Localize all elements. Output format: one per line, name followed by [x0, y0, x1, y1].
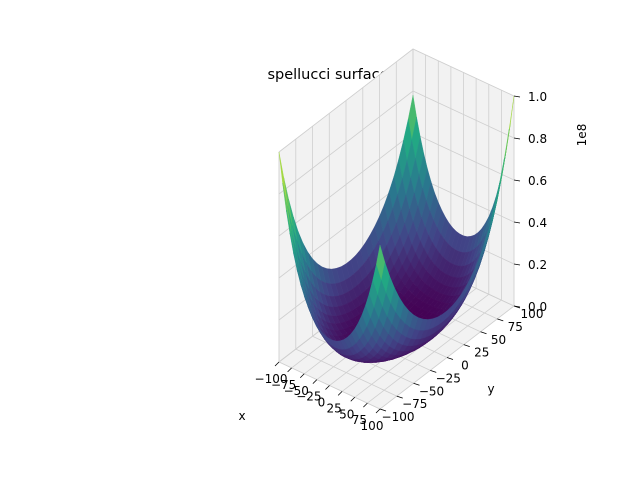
- y-tick-label: 75: [508, 320, 523, 334]
- chart-title: spellucci surface: [267, 67, 388, 83]
- y-tick-label: 50: [491, 333, 506, 347]
- x-axis-label: x: [238, 409, 245, 423]
- z-tick: [513, 221, 521, 224]
- grid-line-z: [278, 90, 515, 195]
- y-tick-label: 100: [521, 307, 544, 321]
- y-tick: [497, 318, 504, 322]
- z-tick: [513, 305, 521, 308]
- y-tick-label: −100: [382, 410, 415, 424]
- y-tick: [446, 357, 454, 360]
- x-tick: [312, 379, 318, 384]
- x-tick: [274, 361, 280, 367]
- x-tick: [363, 402, 368, 408]
- x-tick-label: 75: [352, 413, 367, 427]
- z-tick-label: 0.8: [528, 132, 547, 146]
- y-tick-label: −50: [419, 384, 444, 398]
- surface-facet: [376, 245, 386, 280]
- x-tick-label: 0: [318, 396, 326, 410]
- x-tick-label: 50: [339, 407, 354, 421]
- x-tick: [350, 396, 356, 402]
- z-tick-label: 1.0: [528, 90, 547, 104]
- y-tick-label: −25: [436, 371, 461, 385]
- z-tick-label: 0.0: [528, 300, 547, 314]
- z-tick-label: 0.6: [528, 174, 547, 188]
- x-tick: [299, 373, 305, 379]
- axes: −100−75−50−250 255075100−100−75−50−250255…: [255, 90, 548, 433]
- x-tick-label: 25: [326, 401, 341, 415]
- x-tick: [337, 391, 343, 396]
- y-tick: [463, 344, 470, 348]
- y-tick-label: 0: [461, 359, 469, 373]
- z-tick: [513, 95, 521, 98]
- grid-line-z: [278, 48, 515, 153]
- y-tick: [379, 408, 387, 412]
- x-tick-label: −75: [271, 378, 296, 392]
- y-axis-label: y: [487, 382, 494, 396]
- z-tick: [513, 179, 521, 182]
- x-tick-label: −50: [284, 384, 309, 398]
- x-tick: [325, 385, 330, 390]
- z-tick-label: 0.2: [528, 258, 547, 272]
- x-tick: [287, 367, 292, 373]
- surface-mesh: [278, 95, 515, 363]
- y-tick-label: −75: [402, 397, 427, 411]
- z-tick-label: 0.4: [528, 216, 547, 230]
- y-tick: [396, 395, 403, 399]
- x-tick: [375, 408, 381, 414]
- z-tick: [513, 263, 521, 266]
- x-tick-label: 100: [361, 419, 384, 433]
- y-tick: [430, 369, 437, 373]
- z-tick: [513, 137, 521, 140]
- y-tick: [480, 331, 487, 335]
- z-offset-label: 1e8: [575, 124, 589, 147]
- y-tick-label: 25: [474, 346, 489, 360]
- x-tick-label: −25: [296, 390, 321, 404]
- x-tick-label: −100: [255, 372, 288, 386]
- y-tick: [413, 382, 420, 386]
